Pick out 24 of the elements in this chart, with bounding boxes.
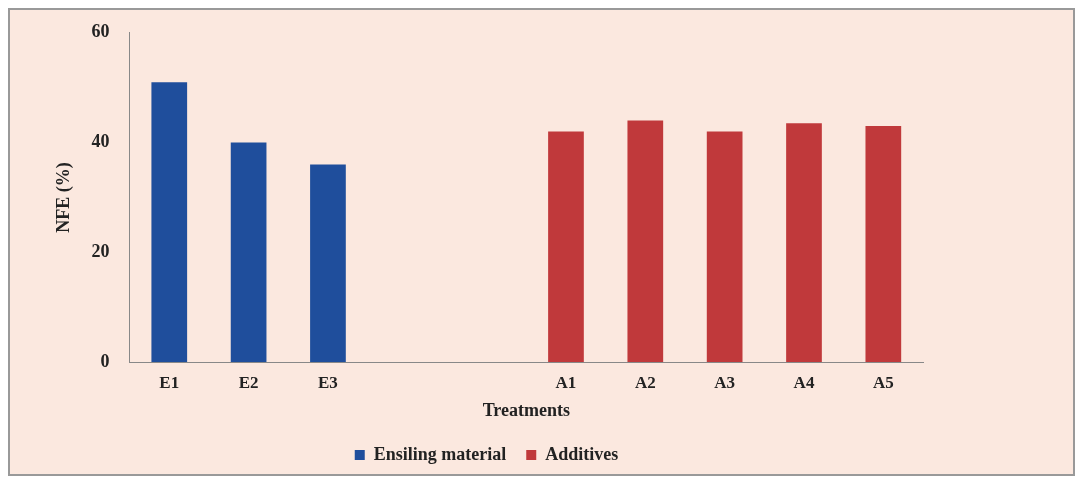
x-tick-label: A2 (634, 372, 656, 392)
bar (230, 142, 267, 362)
x-tick-label: E1 (159, 372, 180, 392)
bar (627, 120, 664, 362)
y-tick-label: 20 (91, 240, 110, 261)
bar (310, 164, 346, 362)
x-tick-label: A5 (872, 372, 894, 392)
y-tick-label: 0 (100, 350, 110, 371)
y-tick-label: 40 (91, 131, 110, 152)
y-axis-title: NFE (%) (53, 162, 75, 233)
x-tick-label: E3 (318, 372, 338, 392)
legend-label: Additives (545, 443, 619, 464)
x-tick-label: A3 (714, 372, 736, 392)
legend-label: Ensiling material (373, 443, 507, 464)
bar (151, 82, 188, 362)
x-tick-label: A1 (555, 372, 577, 392)
x-axis-title: Treatments (482, 399, 570, 420)
bar (706, 131, 743, 362)
bar (865, 126, 902, 362)
bar (548, 131, 584, 362)
y-tick-label: 60 (91, 21, 110, 42)
x-tick-label: E2 (238, 372, 259, 392)
bar (786, 123, 822, 362)
x-tick-label: A4 (793, 372, 815, 392)
